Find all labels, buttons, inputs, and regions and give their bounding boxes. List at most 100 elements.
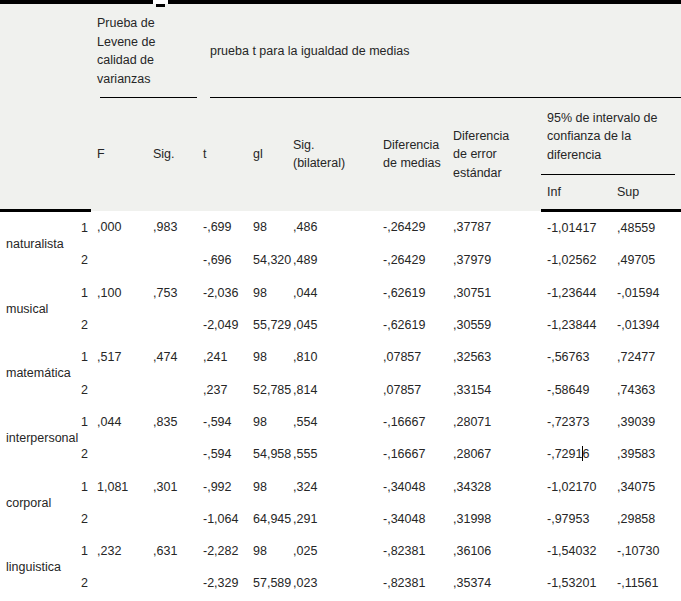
value-cell — [147, 503, 197, 535]
table-row: naturalista1,000,983-,69998,486-,26429,3… — [0, 211, 681, 245]
group-number: 2 — [75, 503, 91, 535]
value-cell: -1,23644 — [541, 277, 611, 309]
value-cell: ,31998 — [447, 503, 541, 535]
value-cell: 98 — [247, 470, 287, 502]
value-cell: -,82381 — [377, 535, 447, 567]
group-number: 2 — [75, 309, 91, 341]
col-header-dif-error: Diferencia de error estándar — [447, 98, 541, 211]
value-cell: ,30559 — [447, 309, 541, 341]
independent-samples-ttest-table: Prueba de Levene de calidad de varianzas… — [0, 0, 681, 600]
table-row: 2-2,32957,589,023-,82381,35374-1,53201-,… — [0, 567, 681, 599]
value-cell: -,696 — [197, 244, 247, 276]
value-cell — [91, 503, 147, 535]
value-cell: -2,036 — [197, 277, 247, 309]
value-cell: -1,23844 — [541, 309, 611, 341]
levene-title: Prueba de Levene de calidad de varianzas — [97, 14, 165, 88]
value-cell: ,753 — [147, 277, 197, 309]
value-cell: ,486 — [287, 211, 377, 245]
value-cell: -,594 — [197, 406, 247, 438]
value-cell: -,34048 — [377, 503, 447, 535]
value-cell — [91, 373, 147, 405]
value-cell: -1,02562 — [541, 244, 611, 276]
value-cell: ,232 — [91, 535, 147, 567]
col-header-inf: Inf — [541, 175, 611, 211]
value-cell: -,01594 — [611, 277, 681, 309]
value-cell: ,39039 — [611, 406, 681, 438]
value-cell: 57,589 — [247, 567, 287, 599]
col-header-ci: 95% de intervalo de confianza de la dife… — [541, 98, 681, 175]
value-cell: -,97953 — [541, 503, 611, 535]
value-cell: ,983 — [147, 211, 197, 245]
value-cell: ,100 — [91, 277, 147, 309]
value-cell: -1,01417 — [541, 211, 611, 245]
value-cell: -,26429 — [377, 244, 447, 276]
value-cell: -1,02170 — [541, 470, 611, 502]
value-cell: 54,320 — [247, 244, 287, 276]
row-label-interpersonal: interpersonal — [0, 406, 75, 471]
value-cell: -2,282 — [197, 535, 247, 567]
group-number: 1 — [75, 341, 91, 373]
group-number: 1 — [75, 277, 91, 309]
value-cell — [147, 373, 197, 405]
value-cell: ,36106 — [447, 535, 541, 567]
table-row: 2-1,06464,945,291-,34048,31998-,97953,29… — [0, 503, 681, 535]
value-cell: -,34048 — [377, 470, 447, 502]
value-cell: 64,945 — [247, 503, 287, 535]
value-cell: -1,53201 — [541, 567, 611, 599]
col-header-sig-bilateral: Sig. (bilateral) — [287, 98, 377, 211]
value-cell — [147, 438, 197, 470]
value-cell: ,489 — [287, 244, 377, 276]
table-row: 2-2,04955,729,045-,62619,30559-1,23844-,… — [0, 309, 681, 341]
value-cell — [91, 438, 147, 470]
table-body: naturalista1,000,983-,69998,486-,26429,3… — [0, 211, 681, 600]
value-cell: -,992 — [197, 470, 247, 502]
value-cell: ,517 — [91, 341, 147, 373]
value-cell: ,291 — [287, 503, 377, 535]
col-header-sup: Sup — [611, 175, 681, 211]
value-cell: ,835 — [147, 406, 197, 438]
value-cell: 1,081 — [91, 470, 147, 502]
value-cell: ,07857 — [377, 341, 447, 373]
value-cell: -,16667 — [377, 438, 447, 470]
ttest-title: prueba t para la igualdad de medias — [203, 44, 681, 58]
value-cell: ,37979 — [447, 244, 541, 276]
value-cell: -,56763 — [541, 341, 611, 373]
value-cell — [91, 244, 147, 276]
value-cell: -,11561 — [611, 567, 681, 599]
group-number: 1 — [75, 470, 91, 502]
value-cell: ,554 — [287, 406, 377, 438]
corner-cell — [0, 2, 91, 211]
value-cell: -1,54032 — [541, 535, 611, 567]
value-cell: -,26429 — [377, 211, 447, 245]
group-number: 2 — [75, 567, 91, 599]
row-label-linguistica: linguistica — [0, 535, 75, 600]
value-cell: ,49705 — [611, 244, 681, 276]
value-cell: -,82381 — [377, 567, 447, 599]
group-number: 1 — [75, 535, 91, 567]
value-cell: ,28067 — [447, 438, 541, 470]
table-row: linguistica1,232,631-2,28298,025-,82381,… — [0, 535, 681, 567]
value-cell: ,814 — [287, 373, 377, 405]
row-label-naturalista: naturalista — [0, 211, 75, 277]
col-header-t: t — [197, 98, 247, 211]
value-cell: ,37787 — [447, 211, 541, 245]
table-row: 2-,69654,320,489-,26429,37979-1,02562,49… — [0, 244, 681, 276]
value-cell: -,16667 — [377, 406, 447, 438]
group-number: 1 — [75, 211, 91, 245]
row-label-corporal: corporal — [0, 470, 75, 535]
value-cell: ,044 — [91, 406, 147, 438]
value-cell: ,34328 — [447, 470, 541, 502]
value-cell: ,07857 — [377, 373, 447, 405]
value-cell: -2,049 — [197, 309, 247, 341]
group-number: 2 — [75, 373, 91, 405]
col-header-f: F — [91, 98, 147, 211]
value-cell: ,237 — [197, 373, 247, 405]
value-cell: ,631 — [147, 535, 197, 567]
value-cell: ,324 — [287, 470, 377, 502]
table-row: 2-,59454,958,555-,16667,28067-,72916,395… — [0, 438, 681, 470]
table-row: corporal11,081,301-,99298,324-,34048,343… — [0, 470, 681, 502]
row-label-matemática: matemática — [0, 341, 75, 406]
value-cell: ,000 — [91, 211, 147, 245]
value-cell: -,10730 — [611, 535, 681, 567]
value-cell — [91, 567, 147, 599]
